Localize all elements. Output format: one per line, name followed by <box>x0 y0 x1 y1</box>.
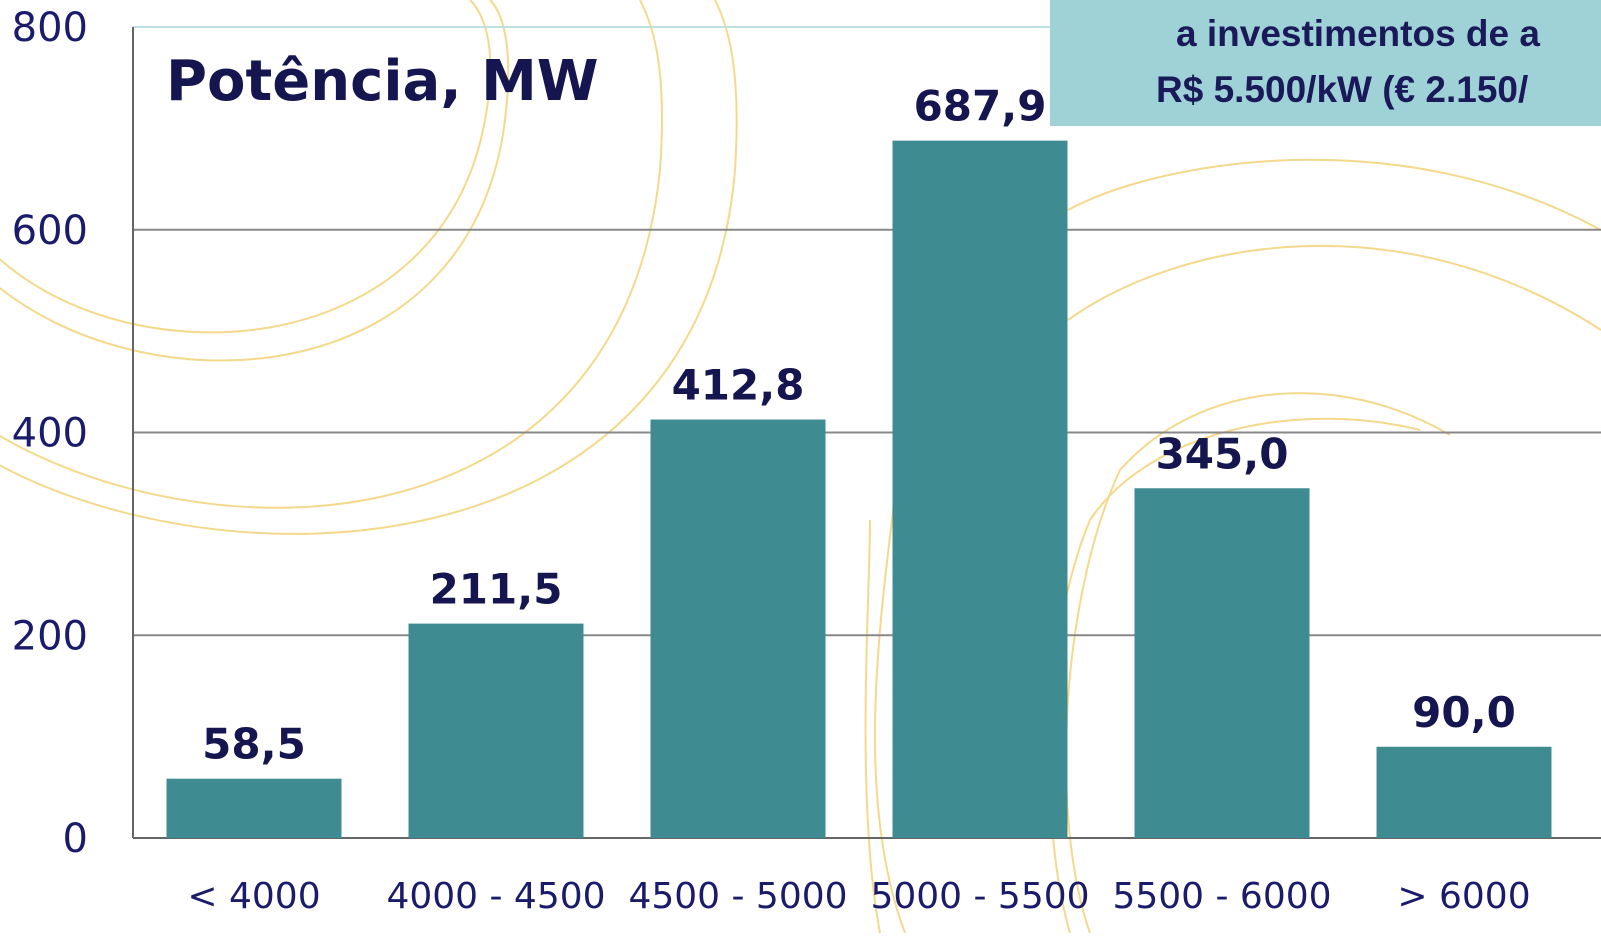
x-tick-label-6: > 6000 <box>1397 876 1530 917</box>
value-label-3: 412,8 <box>672 361 805 410</box>
x-tick-label-3: 4500 - 5000 <box>628 876 847 917</box>
y-tick-label-200: 200 <box>12 613 88 659</box>
value-label-1: 58,5 <box>202 720 306 769</box>
bars <box>166 140 1552 839</box>
y-tick-label-400: 400 <box>12 411 88 457</box>
y-tick-label-600: 600 <box>12 208 88 254</box>
x-tick-label-5: 5500 - 6000 <box>1112 876 1331 917</box>
bar-6 <box>1376 746 1552 838</box>
x-tick-label-2: 4000 - 4500 <box>386 876 605 917</box>
value-label-5: 345,0 <box>1156 429 1289 478</box>
value-label-2: 211,5 <box>430 565 563 614</box>
y-tick-label-0: 0 <box>63 816 88 862</box>
annotation-line-1: a investimentos de a <box>1176 13 1540 54</box>
annotation-background <box>1050 0 1601 126</box>
x-tick-label-1: < 4000 <box>187 876 320 917</box>
axes <box>132 27 1601 839</box>
value-label-4: 687,9 <box>914 82 1047 131</box>
bar-5 <box>1134 488 1310 838</box>
chart-title: Potência, MW <box>166 49 599 114</box>
x-tick-label-4: 5000 - 5500 <box>870 876 1089 917</box>
bar-1 <box>166 778 342 838</box>
annotation-box: a investimentos de a R$ 5.500/kW (€ 2.15… <box>1050 0 1601 126</box>
labels: 0 200 400 600 800 58,5 < 4000 211,5 4000 - 4500 4… <box>12 5 1531 917</box>
annotation-line-2: R$ 5.500/kW (€ 2.150/ <box>1156 69 1528 110</box>
bar-2 <box>408 623 584 838</box>
bar-3 <box>650 419 826 838</box>
y-tick-label-800: 800 <box>12 5 88 51</box>
bar-4 <box>892 140 1068 839</box>
value-label-6: 90,0 <box>1412 688 1516 737</box>
